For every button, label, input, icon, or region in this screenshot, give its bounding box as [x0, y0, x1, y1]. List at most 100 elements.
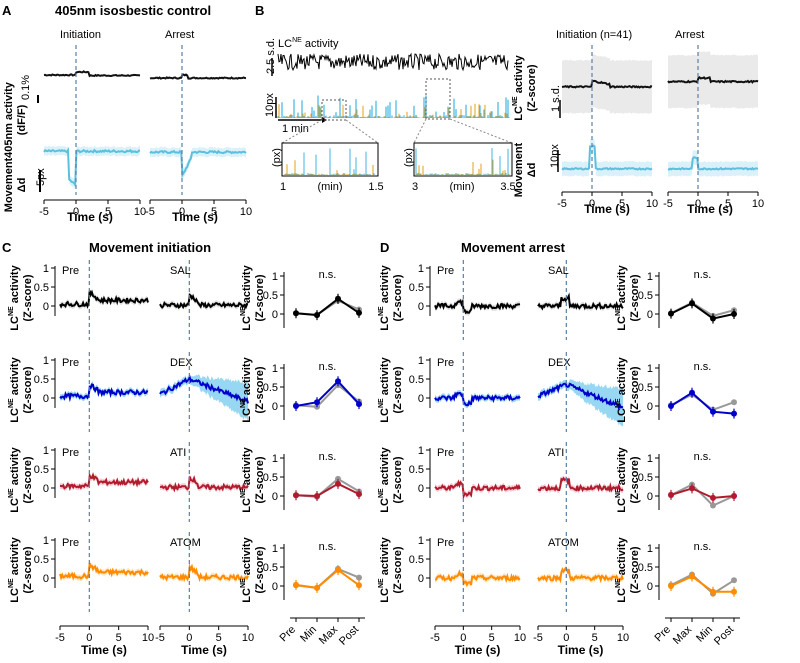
D-row-dex-yticklabel-0: 0: [418, 393, 424, 405]
panel-b-movement-trace: [277, 95, 510, 118]
D-row-ati-summary: LCNE activity (Z-score) 0 0.5 1 n.s.: [615, 446, 737, 513]
panel-a-arrest-plot: [149, 45, 247, 195]
D-row-dex-yticklabel-1: 0.5: [409, 374, 424, 386]
C-row-atom-ylabel-group: LCNE activity (Z-score): [8, 536, 34, 602]
D-row-ati-summary-yticklabel-0: 0: [647, 491, 653, 503]
C-row-atom-summary-yticklabel-0: 0: [272, 581, 278, 593]
D-row-atom-xaxis-1-ticklabel-3: 10: [514, 632, 526, 644]
panel-b-arrest-activity-band: [668, 50, 758, 109]
C-row-atom-summary-xticklabel-2: Max: [317, 623, 341, 647]
C-row-sal-ylabel-units: (Z-score): [22, 274, 34, 321]
panel-d-title: Movement arrest: [461, 240, 566, 255]
panel-a-title: 405nm isosbestic control: [55, 3, 211, 18]
panel-a-xlabel-2: Time (s): [172, 210, 218, 224]
panel-b-inset-1-frame: [281, 142, 379, 177]
panel-a-ylabel-activity-units: (dF/F): [16, 104, 28, 135]
panel-a-init-movement-band: [44, 145, 140, 190]
D-row-sal-summary-yticklabel-0: 0: [647, 309, 653, 321]
panel-a-x-axis-arrest: -5 0 5 10: [145, 199, 252, 218]
D-row-atom-yticklabel-2: 1: [418, 535, 424, 547]
D-row-ati-summary-point-1-2: [710, 494, 716, 501]
D-row-atom-xaxis-2-ticklabel-2: 5: [592, 632, 598, 644]
panel-b-sd-scale: 2.5 s.d.: [265, 38, 277, 74]
D-row-ati-summary-yticklabel-1: 0.5: [638, 472, 653, 484]
C-row-ati-pre-label: Pre: [62, 447, 79, 459]
C-row-atom-xaxis-1-group: -5 0 5 10: [55, 625, 154, 644]
panel-b-lc-trace-line: [277, 52, 509, 72]
D-row-atom-ylabel-group: LCNE activity (Z-score): [378, 536, 404, 602]
D-row-dex-ylabel-group: LCNE activity (Z-score): [378, 356, 404, 422]
D-row-sal-summary-ylabel: LCNE activity: [615, 264, 628, 330]
panel-b-inset-2-xmax: 3.5: [500, 181, 515, 193]
D-row-dex-pre-label: Pre: [437, 357, 454, 369]
D-row-atom-xaxis-2-group: -5 0 5 10: [533, 625, 629, 644]
C-row-sal-summary-point-1-3: [356, 309, 362, 316]
C-row-atom-drug-label: ATOM: [170, 537, 201, 549]
D-row-dex-pre-trace-line: [434, 391, 521, 407]
C-row-sal-pre-trace-line: [59, 289, 149, 309]
panel-b-xlabel-1: Time (s): [584, 202, 630, 216]
C-row-sal-yticklabel-2: 1: [43, 263, 49, 275]
panel-a-xaxis-1-ticklabel-1: 0: [73, 206, 79, 218]
D-row-atom-ns-label: n.s.: [694, 541, 712, 553]
panel-a-arrest-label: Arrest: [165, 29, 194, 41]
C-row-sal-pre-label: Pre: [62, 265, 79, 277]
D-row-dex-yticklabel-2: 1: [418, 355, 424, 367]
D-row-ati-yticklabel-1: 0.5: [409, 464, 424, 476]
D-row-dex-drug-label: DEX: [548, 357, 571, 369]
panel-a-xaxis-1-ticklabel-0: -5: [39, 206, 49, 218]
C-row-atom-summary-point-1-1: [314, 584, 320, 591]
D-row-dex-summary-point-1-1: [689, 389, 695, 396]
panel-b-arrest-plot: [667, 45, 759, 190]
D-row-atom-summary-ylabel-units: (Z-score): [629, 546, 641, 593]
D-row-atom-xaxis-2-ticklabel-1: 0: [563, 632, 569, 644]
panel-a-xaxis-2-ticklabel-3: 10: [240, 206, 252, 218]
D-row-atom-traces: [434, 532, 624, 612]
C-row-dex-summary-ylabel-units: (Z-score): [254, 366, 266, 413]
D-row-ati-ylabel-group: LCNE activity (Z-score): [378, 446, 404, 512]
C-row-atom-summary: LCNE activity (Z-score) 0 0.5 1 n.s. Pre MinMax…: [240, 536, 365, 648]
C-row-sal-summary-ylabel-group: LCNE activity (Z-score): [240, 264, 266, 330]
D-row-ati-summary-point-0-2: [710, 502, 716, 509]
C-row-atom-xaxis-2-ticklabel-1: 0: [186, 632, 192, 644]
panel-b-arrest-activity-line: [667, 75, 759, 84]
D-row-sal-pre-label: Pre: [437, 265, 454, 277]
C-row-atom-pre-trace-band: [60, 560, 148, 582]
panel-b-initiation-label: Initiation (n=41): [556, 29, 632, 41]
D-row-sal-summary-ylabel-group: LCNE activity (Z-score): [615, 264, 641, 330]
C-row-atom-xaxis-1-ticklabel-2: 5: [116, 632, 122, 644]
C-row-ati-summary-yticklabel-2: 1: [272, 453, 278, 465]
C-row-atom-xaxis-1-ticklabel-1: 0: [86, 632, 92, 644]
D-row-dex-ylabel-units: (Z-score): [392, 366, 404, 413]
C-row-ati-pre-trace-line: [59, 472, 149, 492]
C-row-ati-summary-point-1-0: [293, 492, 299, 499]
D-row-ati-ns-label: n.s.: [694, 451, 712, 463]
C-row-sal-ylabel-group: LCNE activity (Z-score): [8, 264, 34, 330]
C-row-atom-xaxis-1-ticklabel-3: 10: [142, 632, 154, 644]
D-row-ati-yticklabel-0: 0: [418, 483, 424, 495]
C-row-sal-summary-yticklabel-0: 0: [272, 309, 278, 321]
D-row-dex-summary-ylabel-group: LCNE activity (Z-score): [615, 356, 641, 422]
D-row-atom-summary-xticklabel-2: Min: [694, 624, 715, 645]
D-row-ati-traces: [434, 442, 624, 522]
panel-a-arrest-movement-line: [149, 149, 247, 179]
D-row-sal-summary-point-1-1: [689, 300, 695, 307]
D-row-sal-ylabel-units: (Z-score): [392, 274, 404, 321]
D-row-atom-summary-series-1-line: [670, 575, 734, 593]
C-row-atom-pre-label: Pre: [62, 537, 79, 549]
C-row-atom-pre-trace-line: [59, 562, 149, 581]
D-row-atom-xlabel-1: Time (s): [455, 643, 501, 657]
D-row-sal-summary-series-1-line: [670, 302, 735, 320]
C-row-dex-yticklabel-2: 1: [43, 355, 49, 367]
D-row-ati-drug-trace-line: [537, 476, 624, 493]
D-row-sal-drug-trace-band: [538, 293, 623, 312]
C-row-sal-summary-point-1-1: [314, 312, 320, 319]
panel-b-time-scale: 1 min: [282, 123, 309, 135]
D-row-sal-ylabel-group: LCNE activity (Z-score): [378, 264, 404, 330]
C-row-ati-summary-ylabel-group: LCNE activity (Z-score): [240, 446, 266, 512]
panel-b-inset-2-frame: [413, 142, 513, 177]
D-row-atom-drug-label: ATOM: [548, 537, 579, 549]
panel-b-letter: B: [255, 3, 264, 18]
D-row-atom-xaxis-2-ticklabel-0: -5: [533, 632, 543, 644]
